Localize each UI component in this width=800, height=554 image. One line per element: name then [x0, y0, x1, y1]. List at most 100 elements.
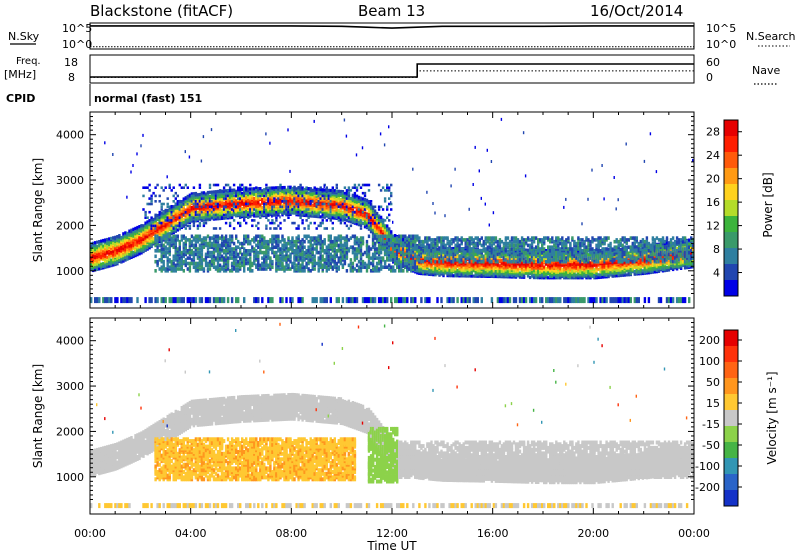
- power-cell: [132, 231, 135, 235]
- power-cell: [208, 297, 212, 304]
- power-cell: [146, 220, 149, 224]
- power-cell: [210, 236, 214, 240]
- power-cell: [293, 254, 296, 259]
- power-cell: [174, 254, 177, 259]
- power-cell: [186, 186, 189, 189]
- power-cell: [208, 217, 212, 222]
- power-cell: [263, 254, 266, 259]
- power-cell: [182, 297, 185, 304]
- power-cell: [176, 267, 179, 271]
- power-cell: [263, 208, 266, 211]
- power-cell: [176, 228, 179, 232]
- power-cell: [355, 189, 359, 192]
- nsky-label: N.Sky: [8, 30, 40, 43]
- power-cell: [198, 224, 202, 228]
- power-cell: [110, 250, 113, 254]
- power-cell: [148, 202, 151, 206]
- power-cell: [222, 186, 226, 189]
- power-cell: [170, 297, 173, 304]
- power-cell: [158, 243, 161, 248]
- power-cell: [398, 234, 401, 239]
- power-cell: [154, 213, 157, 217]
- power-cell: [180, 186, 183, 189]
- power-cell: [120, 297, 123, 304]
- power-cell: [204, 208, 208, 212]
- power-cell: [414, 297, 417, 304]
- power-cell: [214, 227, 218, 230]
- power-cell: [212, 265, 216, 269]
- power-cell: [160, 243, 163, 248]
- power-cell: [353, 234, 357, 239]
- power-cell: [243, 269, 246, 273]
- power-cell: [379, 205, 383, 209]
- power-cell: [170, 189, 173, 192]
- power-cell: [168, 185, 170, 189]
- power-cell: [100, 239, 103, 243]
- power-cell: [128, 229, 131, 233]
- power-cell: [156, 213, 159, 218]
- power-cell: [186, 224, 189, 228]
- power-cell: [247, 252, 250, 257]
- power-cell: [134, 229, 137, 233]
- power-cell: [363, 194, 367, 198]
- power-cell: [188, 215, 192, 219]
- power-cell: [142, 244, 145, 248]
- power-cell: [210, 254, 214, 259]
- power-cell: [206, 234, 210, 239]
- power-cell: [232, 227, 236, 230]
- power-cell: [293, 261, 296, 266]
- power-cell: [156, 241, 159, 246]
- power-cell: [166, 232, 169, 236]
- freq-series: [90, 63, 694, 78]
- power-cell: [245, 221, 248, 225]
- power-cell: [379, 250, 383, 255]
- power-cell: [96, 259, 99, 263]
- power-cell: [192, 194, 196, 198]
- power-cell: [90, 297, 93, 304]
- power-cell: [128, 239, 131, 243]
- power-cell: [319, 234, 322, 239]
- power-cell: [263, 236, 266, 240]
- power-cell: [174, 238, 177, 242]
- power-cell: [365, 239, 369, 244]
- power-cell: [150, 194, 153, 198]
- power-cell: [158, 210, 161, 214]
- power-cell: [325, 186, 328, 189]
- power-cell: [182, 234, 185, 239]
- power-cell: [116, 254, 119, 258]
- power-cell: [126, 297, 129, 304]
- power-cell: [202, 224, 206, 228]
- power-cell: [184, 219, 187, 222]
- power-cell: [414, 243, 417, 248]
- power-cell: [194, 213, 198, 217]
- power-cell: [166, 219, 169, 222]
- power-cell: [206, 190, 210, 195]
- power-cell: [148, 231, 151, 235]
- power-cell: [412, 167, 414, 171]
- power-cell: [168, 183, 171, 187]
- power-cell: [192, 224, 196, 228]
- power-cell: [198, 197, 202, 201]
- power-cell: [202, 202, 206, 206]
- power-cell: [381, 186, 385, 189]
- power-cell: [247, 239, 250, 244]
- power-cell: [218, 227, 222, 230]
- power-cell: [174, 258, 177, 262]
- power-cell: [180, 234, 183, 239]
- power-cell: [190, 297, 194, 304]
- power-cell: [174, 205, 177, 209]
- power-cell: [158, 200, 161, 203]
- power-cell: [261, 297, 264, 304]
- power-cell: [377, 183, 381, 187]
- power-cell: [188, 155, 191, 159]
- power-cell: [204, 205, 208, 209]
- power-cell: [168, 238, 171, 242]
- power-cell: [188, 224, 192, 228]
- power-cell: [386, 183, 389, 187]
- power-cell: [138, 225, 141, 229]
- power-cell: [206, 261, 210, 266]
- power-cell: [186, 194, 189, 198]
- power-cell: [214, 211, 218, 216]
- power-cell: [154, 194, 157, 198]
- power-cell: [398, 243, 401, 248]
